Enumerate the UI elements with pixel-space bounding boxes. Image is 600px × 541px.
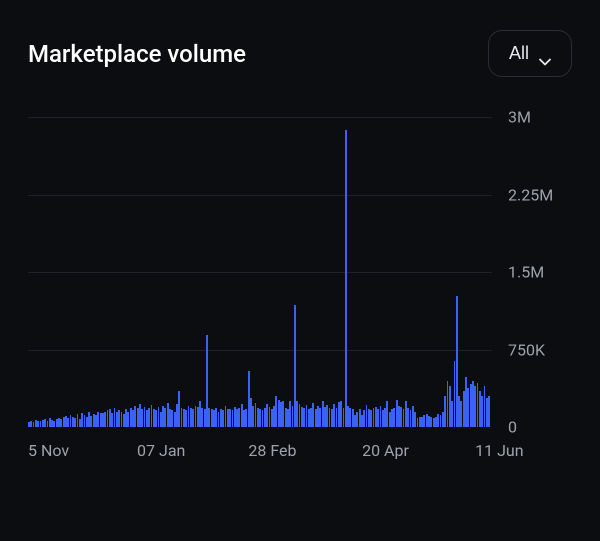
chart-x-axis: 5 Nov 07 Jan 28 Feb 20 Apr 11 Jun [28,441,572,471]
y-axis-label: 0 [508,418,517,437]
y-axis-label: 1.5M [508,263,544,282]
volume-chart: 0750K1.5M2.25M3M 5 Nov07 Jan28 Feb20 Apr… [28,117,572,477]
range-dropdown[interactable]: All [488,30,572,77]
chart-bar [345,130,347,427]
chart-plot-area [28,117,492,427]
range-dropdown-label: All [509,43,529,64]
x-axis-label: 11 Jun [475,441,523,460]
x-axis-label: 5 Nov [28,441,69,460]
chart-title: Marketplace volume [28,40,246,68]
chevron-down-icon [539,50,551,58]
x-axis-label: 28 Feb [248,441,296,460]
chart-bar [488,396,490,427]
x-axis-label: 20 Apr [362,441,409,460]
y-axis-label: 2.25M [508,185,553,204]
chart-header: Marketplace volume All [28,30,572,77]
y-axis-label: 3M [508,108,531,127]
y-axis-label: 750K [508,340,545,359]
x-axis-label: 07 Jan [137,441,185,460]
chart-bars [28,117,492,427]
